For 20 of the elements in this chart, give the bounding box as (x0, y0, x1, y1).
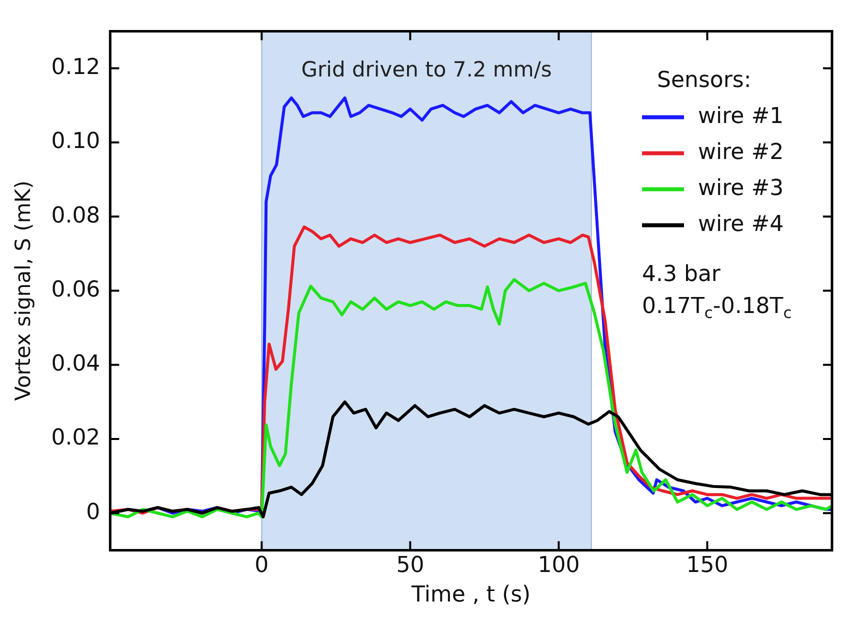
y-tick-label: 0.02 (51, 426, 100, 451)
x-tick-label: 100 (538, 553, 580, 578)
y-tick-label: 0 (86, 500, 100, 525)
x-axis-title: Time , t (s) (410, 582, 531, 608)
y-tick-label: 0.10 (51, 129, 100, 154)
x-tick-label: 150 (686, 553, 728, 578)
y-tick-label: 0.06 (51, 277, 100, 302)
x-tick-label: 0 (254, 553, 269, 578)
y-tick-label: 0.08 (51, 203, 100, 228)
legend-label: wire #4 (698, 212, 784, 237)
legend-label: wire #2 (698, 140, 784, 165)
x-tick-label: 50 (396, 553, 424, 578)
y-tick-label: 0.12 (51, 54, 100, 80)
legend-label: wire #1 (698, 104, 784, 129)
y-axis-title: Vortex signal, S (mK) (11, 180, 36, 401)
legend-label: wire #3 (698, 176, 784, 201)
y-tick-label: 0.04 (51, 352, 100, 377)
band-label: Grid driven to 7.2 mm/s (301, 58, 552, 82)
legend-title: Sensors: (657, 68, 752, 93)
annotation: 4.3 bar (642, 262, 722, 287)
